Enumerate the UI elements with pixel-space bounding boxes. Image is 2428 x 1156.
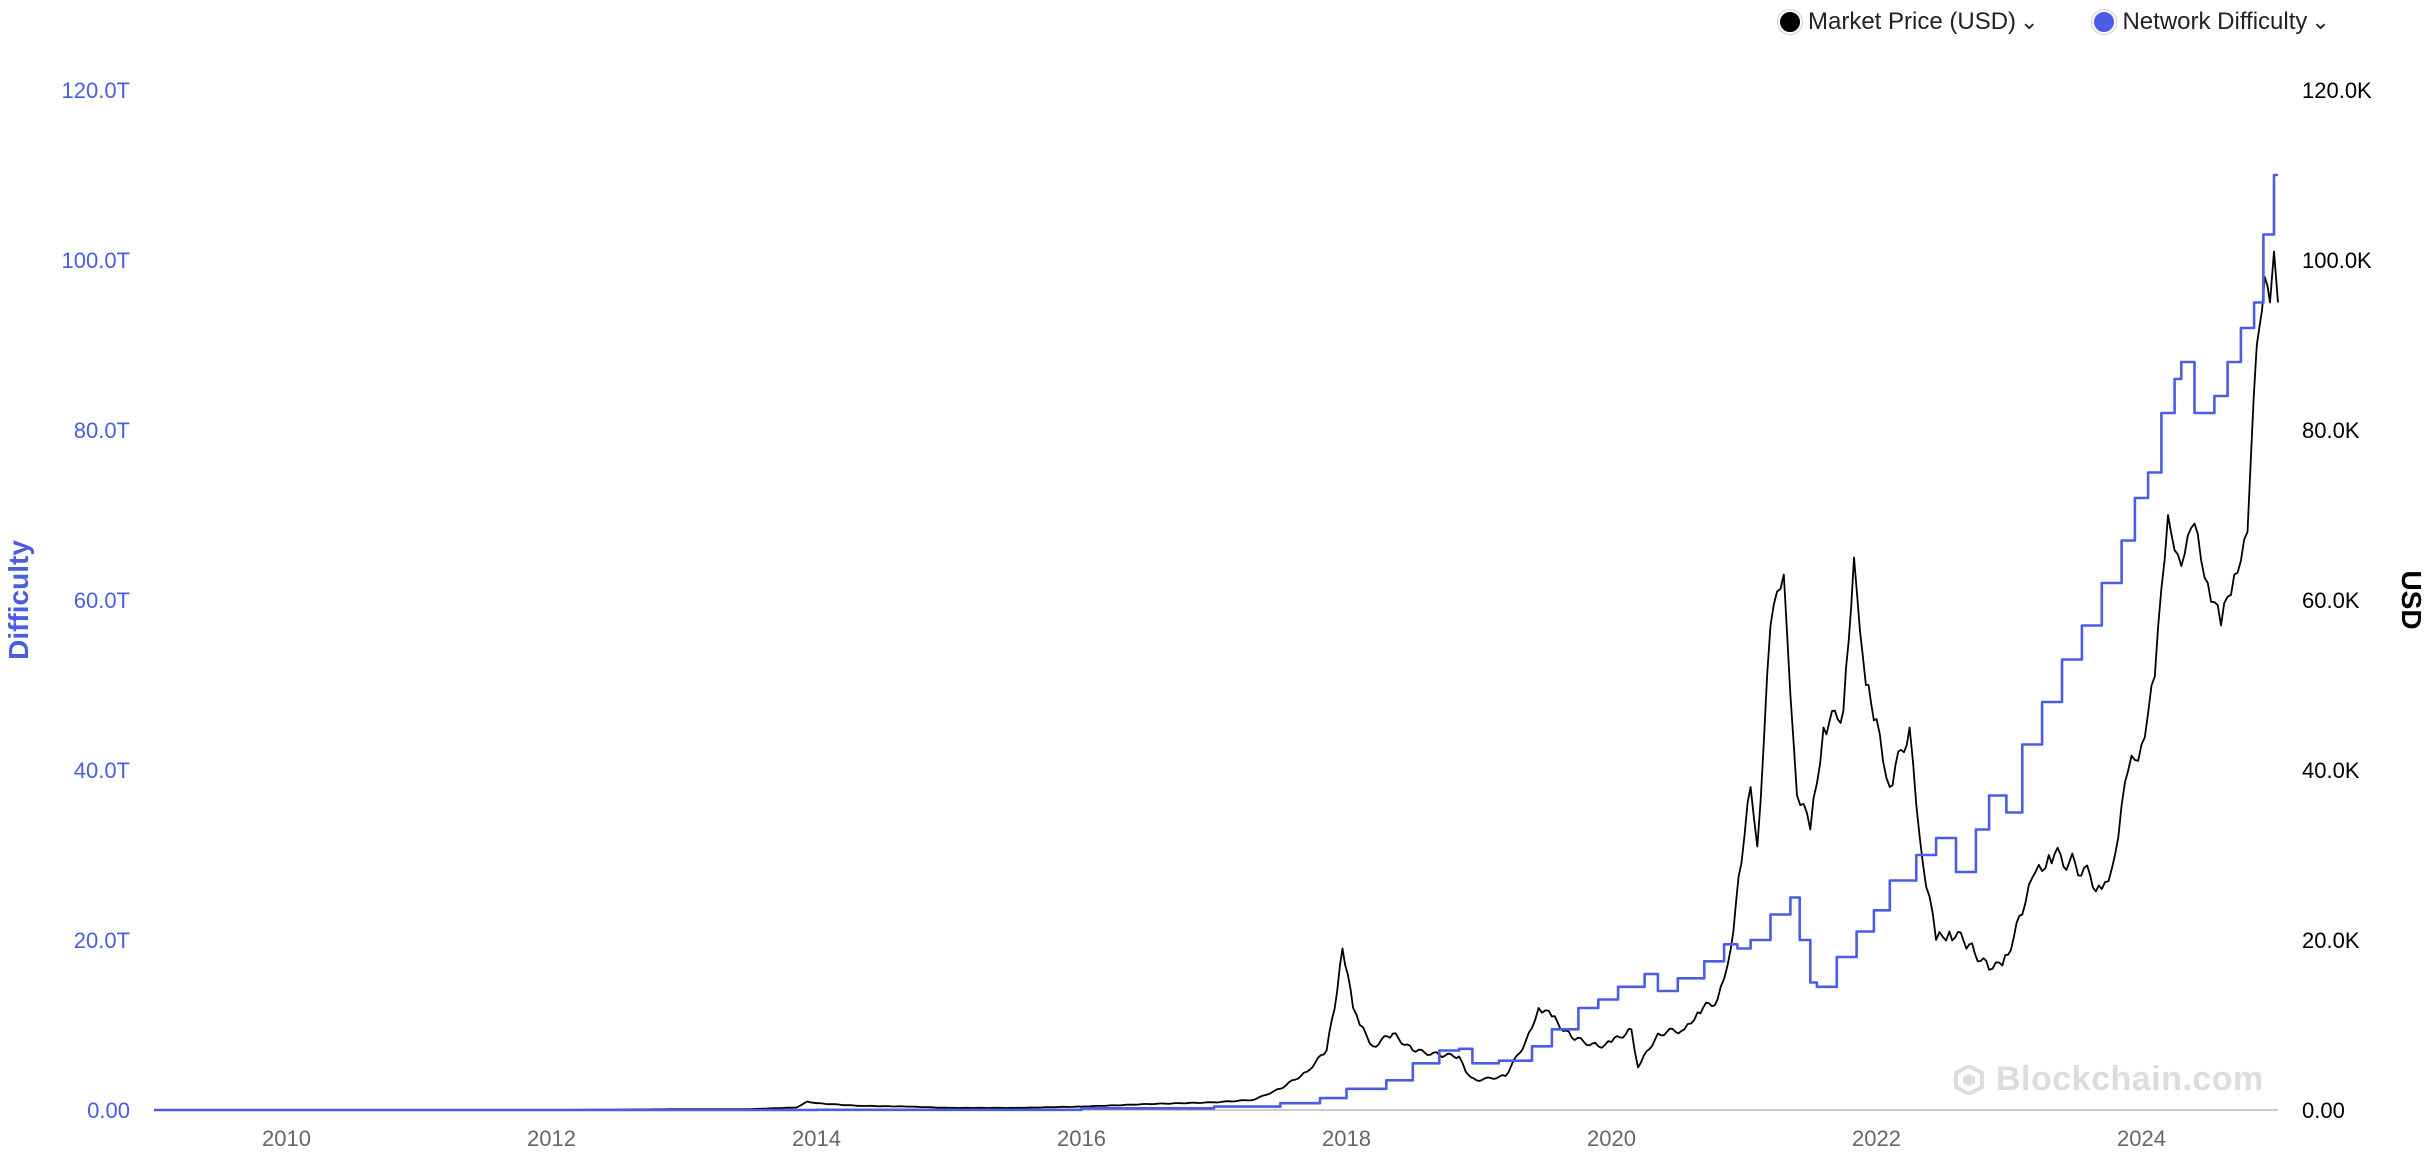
series-line-market-price[interactable] [154,250,2279,1111]
right-tick-label: 20.0K [2302,928,2360,953]
left-tick-label: 0.00 [87,1098,130,1123]
chevron-down-icon[interactable]: ⌄ [2311,9,2330,34]
legend-item-network-difficulty[interactable]: Network Difficulty ⌄ [2092,8,2330,36]
left-tick-label: 60.0T [74,588,130,613]
legend-dot-network-difficulty [2092,10,2117,34]
chevron-down-icon[interactable]: ⌄ [2020,9,2039,34]
right-tick-label: 100.0K [2302,248,2372,273]
series-line-network-difficulty[interactable] [154,173,2278,1112]
left-tick-label: 40.0T [74,758,130,783]
watermark: Blockchain.com [1954,1060,2264,1099]
left-tick-label: 20.0T [74,928,130,953]
left-axis-label: Difficulty [3,540,34,660]
right-tick-label: 40.0K [2302,758,2360,783]
x-axis-ticks: 2010 2012 2014 2016 2018 2020 2022 2024 [262,1126,2166,1151]
x-tick-label: 2012 [527,1126,576,1151]
left-tick-label: 120.0T [62,78,131,103]
left-axis-ticks: 0.00 20.0T 40.0T 60.0T 80.0T 100.0T 120.0T [62,78,131,1123]
watermark-text: Blockchain.com [1996,1060,2264,1098]
right-axis-label: USD [2396,570,2427,629]
legend-item-market-price[interactable]: Market Price (USD) ⌄ [1778,8,2038,36]
x-tick-label: 2022 [1852,1126,1901,1151]
blockchain-logo-icon [1954,1064,1984,1095]
x-tick-label: 2014 [792,1126,841,1151]
legend-dot-market-price [1778,10,1802,34]
legend-label-market-price: Market Price (USD) [1808,8,2017,35]
left-tick-label: 80.0T [74,418,130,443]
right-tick-label: 80.0K [2302,418,2360,443]
x-tick-label: 2020 [1587,1126,1636,1151]
right-tick-label: 60.0K [2302,588,2360,613]
right-axis-ticks: 0.00 20.0K 40.0K 60.0K 80.0K 100.0K 120.0K [2302,78,2372,1123]
chart-legend: Market Price (USD) ⌄ Network Difficulty … [1778,8,2330,36]
right-tick-label: 120.0K [2302,78,2372,103]
x-tick-label: 2018 [1322,1126,1371,1151]
legend-label-network-difficulty: Network Difficulty [2122,8,2308,35]
left-tick-label: 100.0T [62,248,131,273]
series-group[interactable] [154,173,2279,1112]
x-tick-label: 2024 [2117,1126,2166,1151]
x-tick-label: 2016 [1057,1126,1106,1151]
x-tick-label: 2010 [262,1126,311,1151]
right-tick-label: 0.00 [2302,1098,2345,1123]
